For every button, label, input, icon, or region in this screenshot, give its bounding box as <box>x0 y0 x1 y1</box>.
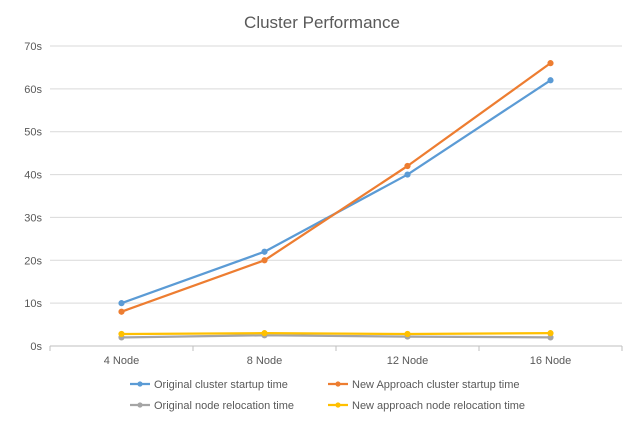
legend: Original cluster startup time New Approac… <box>130 379 525 412</box>
series-line <box>120 62 552 313</box>
data-point <box>261 330 268 337</box>
data-point <box>261 248 268 255</box>
series-line <box>120 334 552 339</box>
y-tick-label: 20s <box>24 255 42 267</box>
legend-item: New Approach cluster startup time <box>328 379 520 391</box>
data-point <box>118 330 125 338</box>
data-point <box>118 308 125 315</box>
legend-swatch-marker <box>137 402 143 408</box>
data-point <box>404 171 411 178</box>
legend-label: New Approach cluster startup time <box>352 379 520 391</box>
chart-title: Cluster Performance <box>244 13 400 32</box>
legend-swatch-marker <box>335 381 341 387</box>
axes: 0s 10s 20s 30s 40s 50s 60s 70s 4 Node 8 Node 12 No… <box>24 41 623 367</box>
x-tick-label: 12 Node <box>387 355 429 367</box>
legend-label: Original node relocation time <box>154 400 294 412</box>
x-tick-label: 8 Node <box>247 355 282 367</box>
x-tick-label: 16 Node <box>530 355 572 367</box>
series-3 <box>118 330 554 338</box>
legend-swatch-marker <box>137 381 143 387</box>
y-tick-label: 70s <box>24 41 42 53</box>
series-line <box>120 79 552 305</box>
x-tick-label: 4 Node <box>104 355 139 367</box>
data-point <box>547 60 554 67</box>
y-tick-label: 40s <box>24 170 42 182</box>
y-tick-label: 60s <box>24 84 42 96</box>
series-0 <box>118 77 554 307</box>
data-point <box>261 257 268 264</box>
data-point <box>547 77 554 84</box>
legend-label: New approach node relocation time <box>352 400 525 412</box>
legend-item: Original cluster startup time <box>130 379 288 391</box>
legend-swatch-marker <box>335 402 341 408</box>
y-tick-label: 30s <box>24 212 42 224</box>
y-tick-label: 50s <box>24 127 42 139</box>
data-point <box>404 162 411 170</box>
data-point <box>118 300 125 307</box>
legend-label: Original cluster startup time <box>154 379 288 391</box>
y-tick-label: 0s <box>30 341 42 353</box>
series-line <box>120 332 552 336</box>
series-1 <box>118 60 554 315</box>
series-group <box>118 60 554 341</box>
data-point <box>547 330 554 337</box>
legend-item: Original node relocation time <box>130 400 294 412</box>
legend-item: New approach node relocation time <box>328 400 525 412</box>
gridlines <box>50 45 622 304</box>
y-tick-label: 10s <box>24 298 42 310</box>
data-point <box>404 330 411 338</box>
